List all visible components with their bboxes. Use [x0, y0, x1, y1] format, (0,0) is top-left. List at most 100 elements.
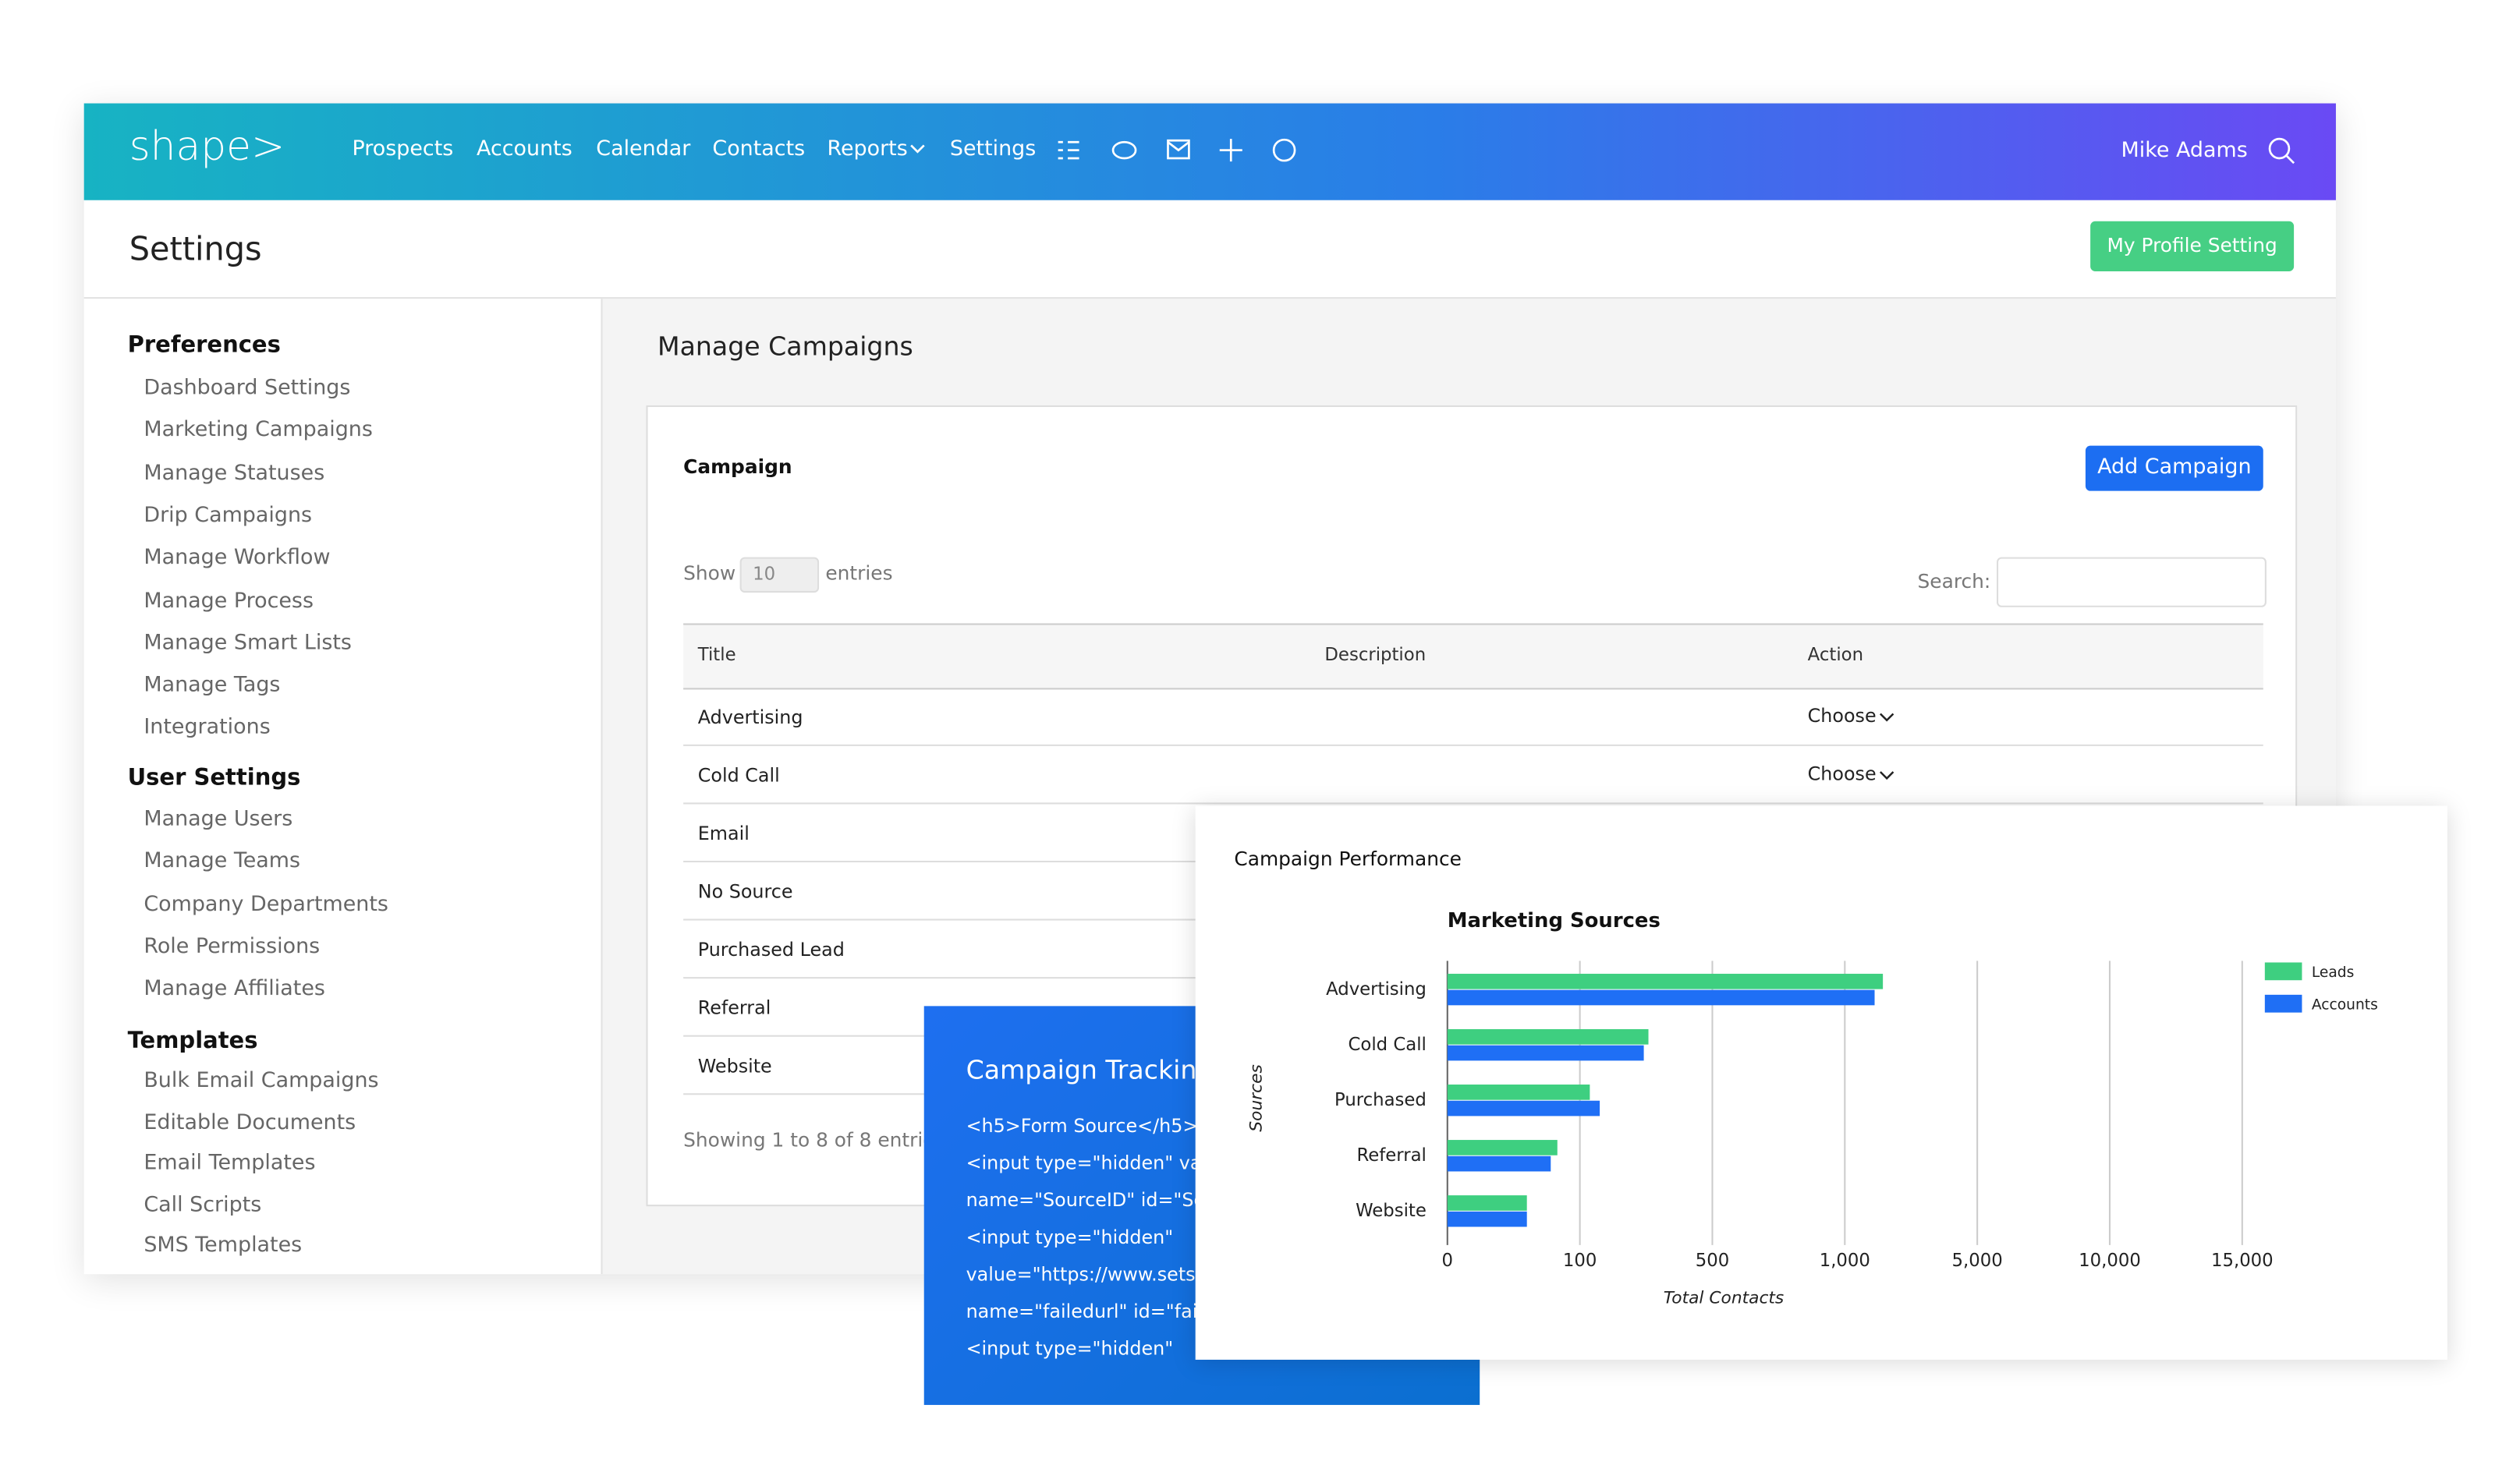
- header-band: [83, 200, 2336, 299]
- sidebar-link[interactable]: Role Permissions: [144, 934, 321, 960]
- nav-icons: [1058, 137, 2295, 165]
- bar: [1447, 973, 1884, 989]
- sidebar-link[interactable]: Call Scripts: [144, 1192, 262, 1217]
- action-link[interactable]: Choose: [1807, 762, 1877, 785]
- code-line: <input type="hidden" valu: [966, 1151, 1219, 1174]
- x-tick-label: 100: [1563, 1251, 1597, 1271]
- sidebar-link[interactable]: Manage Smart Lists: [144, 631, 352, 656]
- cell: Advertising: [697, 706, 803, 729]
- entries-input[interactable]: 10: [739, 557, 820, 593]
- code-line: value="https://www.setsha: [966, 1262, 1219, 1286]
- sidebar-link[interactable]: Bulk Email Campaigns: [144, 1069, 379, 1094]
- add-button[interactable]: Add Campaign: [2085, 445, 2263, 491]
- nav-link[interactable]: Reports: [827, 137, 908, 162]
- legend-swatch: [2264, 962, 2302, 981]
- section-title: User Settings: [127, 765, 301, 791]
- sidebar-link[interactable]: Integrations: [144, 716, 271, 741]
- page-title: Settings: [129, 229, 262, 268]
- sidebar-link[interactable]: Manage Workflow: [144, 546, 331, 571]
- sidebar-link[interactable]: SMS Templates: [144, 1233, 303, 1258]
- x-tick-label: 1,000: [1820, 1251, 1870, 1271]
- bar: [1447, 1211, 1527, 1227]
- code-line: <h5>Form Source</h5><fo: [966, 1114, 1232, 1138]
- code-line: name="failedurl" id="failed: [966, 1300, 1226, 1323]
- nav-link[interactable]: Prospects: [352, 137, 454, 162]
- nav-link[interactable]: Accounts: [477, 137, 572, 162]
- bar: [1447, 1195, 1527, 1211]
- x-tick-label: 0: [1442, 1251, 1453, 1271]
- code-line: name="SourceID" id="Sou: [966, 1188, 1217, 1212]
- nav-user[interactable]: Mike Adams: [2121, 139, 2248, 164]
- sidebar-link[interactable]: Manage Process: [144, 588, 314, 614]
- bar: [1447, 989, 1875, 1006]
- table-row: [683, 746, 2263, 805]
- chart-title: Marketing Sources: [1448, 909, 1661, 932]
- y-tick-label: Website: [1356, 1201, 1427, 1221]
- sidebar-link[interactable]: Manage Tags: [144, 673, 281, 698]
- y-axis-label: Sources: [1247, 1064, 1267, 1131]
- profile-button[interactable]: My Profile Setting: [2090, 221, 2295, 271]
- x-axis-label: Total Contacts: [1664, 1288, 1785, 1308]
- section-title: Templates: [127, 1028, 258, 1055]
- sidebar: [83, 299, 603, 1275]
- cell: Purchased Lead: [697, 938, 845, 961]
- chevron: [910, 144, 1893, 780]
- y-tick-label: Advertising: [1326, 979, 1427, 1000]
- sidebar-link[interactable]: Editable Documents: [144, 1109, 356, 1135]
- section-heading: Manage Campaigns: [657, 331, 913, 362]
- nav-link[interactable]: Calendar: [596, 137, 691, 162]
- sidebar-link[interactable]: Marketing Campaigns: [144, 419, 373, 444]
- x-tick-label: 5,000: [1952, 1251, 2003, 1271]
- sidebar-link[interactable]: Manage Users: [144, 807, 293, 832]
- legend-label: Accounts: [2312, 997, 2378, 1014]
- y-tick-label: Cold Call: [1349, 1035, 1427, 1055]
- show-label: Show: [683, 561, 736, 585]
- search-input[interactable]: [1997, 557, 2267, 607]
- chevron: [1879, 713, 1894, 780]
- sidebar-link[interactable]: Manage Affiliates: [144, 977, 325, 1002]
- bar: [1447, 1085, 1590, 1100]
- sidebar-link[interactable]: Manage Statuses: [144, 461, 325, 486]
- sidebar-link[interactable]: Dashboard Settings: [144, 376, 351, 401]
- bar: [1447, 1100, 1600, 1117]
- chart: Campaign Performance Marketing Sources 0 10…: [1234, 848, 2378, 1308]
- bar: [1447, 1028, 1649, 1045]
- table-header: [683, 623, 2263, 690]
- sidebar-link[interactable]: Manage Teams: [144, 850, 301, 875]
- nav-link[interactable]: Contacts: [712, 137, 806, 162]
- chart-panel: Campaign Performance Marketing Sources 0 10…: [1195, 805, 2447, 1360]
- x-tick-label: 500: [1696, 1251, 1729, 1271]
- column-header: Action: [1807, 644, 1864, 666]
- legend-swatch: [2264, 994, 2302, 1013]
- entries-label: entries: [825, 561, 893, 585]
- bar: [1447, 1155, 1551, 1172]
- column-header: Title: [697, 644, 736, 666]
- top-bar: [83, 103, 2336, 200]
- section-title: Preferences: [127, 332, 281, 359]
- code-line: <input type="hidden": [966, 1336, 1174, 1360]
- panel-title: Campaign: [683, 455, 792, 479]
- search-label: Search:: [1917, 570, 1991, 593]
- cell: Email: [697, 822, 750, 845]
- sidebar-link[interactable]: Email Templates: [144, 1151, 316, 1176]
- sidebar-link[interactable]: Drip Campaigns: [144, 503, 313, 529]
- y-tick-label: Purchased: [1334, 1090, 1427, 1110]
- column-header: Description: [1324, 644, 1427, 666]
- code-line: <input type="hidden": [966, 1226, 1174, 1249]
- cell: Referral: [697, 996, 771, 1019]
- panel-title: Campaign Performance: [1234, 848, 1462, 870]
- cell: Cold Call: [697, 763, 780, 787]
- cell: No Source: [697, 879, 793, 903]
- sidebar-link[interactable]: Company Departments: [144, 892, 388, 917]
- x-tick-label: 15,000: [2211, 1251, 2274, 1271]
- bar: [1447, 1045, 1644, 1061]
- table-info: Showing 1 to 8 of 8 entries: [683, 1128, 945, 1152]
- nav-link[interactable]: Settings: [949, 137, 1037, 162]
- logo: shape>: [129, 122, 285, 170]
- x-tick-label: 10,000: [2079, 1251, 2141, 1271]
- table-row: [683, 688, 2263, 746]
- action-link[interactable]: Choose: [1807, 704, 1877, 727]
- legend-label: Leads: [2312, 964, 2354, 981]
